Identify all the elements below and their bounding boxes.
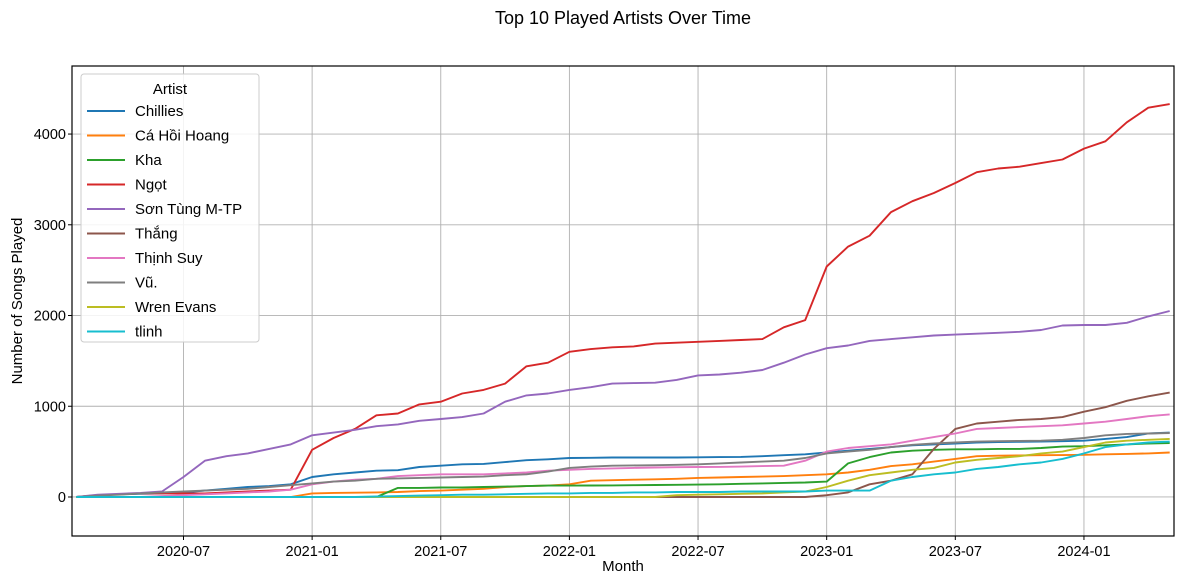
- series-line-ca-hoi-hoang: [76, 451, 1170, 498]
- x-tick-label: 2022-01: [543, 544, 596, 560]
- series-line-thang: [76, 391, 1170, 498]
- legend-entry: Wren Evans: [135, 299, 216, 316]
- legend-box: [80, 73, 260, 343]
- x-axis-label: Month: [602, 558, 644, 575]
- plot-frame: [71, 65, 1175, 537]
- y-axis-label: Number of Songs Played: [9, 218, 26, 385]
- series-line-vu: [76, 432, 1170, 498]
- legend-entry: Thịnh Suy: [135, 250, 203, 267]
- legend-entry: Cá Hồi Hoang: [135, 128, 229, 145]
- legend-entry: Vũ.: [135, 275, 158, 292]
- y-tick-label: 3000: [34, 218, 66, 234]
- x-tick-label: 2022-07: [671, 544, 724, 560]
- series-line-tlinh: [76, 440, 1170, 498]
- series-line-son-tung-m-tp: [76, 310, 1170, 498]
- legend-entry: Kha: [135, 152, 162, 169]
- legend-entry: Chillies: [135, 103, 183, 120]
- x-axis: 2020-07 2021-01 2021-07 2022-01 2022-07 2023-…: [157, 536, 1111, 560]
- legend-entry: Ngọt: [135, 177, 168, 194]
- legend: Artist Chillies Cá Hồi Hoang Kha Ngọt Sơn Tùn…: [80, 73, 260, 343]
- x-tick-label: 2023-07: [929, 544, 982, 560]
- series-line-thinh-suy: [76, 413, 1170, 498]
- x-tick-label: 2024-01: [1057, 544, 1110, 560]
- x-tick-label: 2021-07: [414, 544, 467, 560]
- x-tick-label: 2020-07: [157, 544, 210, 560]
- y-tick-label: 0: [58, 490, 66, 506]
- y-tick-label: 2000: [34, 309, 66, 325]
- chart-title: Top 10 Played Artists Over Time: [495, 8, 751, 28]
- legend-title: Artist: [153, 81, 188, 98]
- legend-entry: Sơn Tùng M-TP: [135, 201, 242, 218]
- y-axis: 0 1000 2000 3000 4000: [34, 127, 72, 506]
- x-tick-label: 2021-01: [286, 544, 339, 560]
- x-tick-label: 2023-01: [800, 544, 853, 560]
- y-tick-label: 4000: [34, 127, 66, 143]
- y-tick-label: 1000: [34, 399, 66, 415]
- legend-entry: Thắng: [135, 226, 178, 243]
- legend-entry: tlinh: [135, 324, 163, 341]
- series-lines: [76, 103, 1170, 498]
